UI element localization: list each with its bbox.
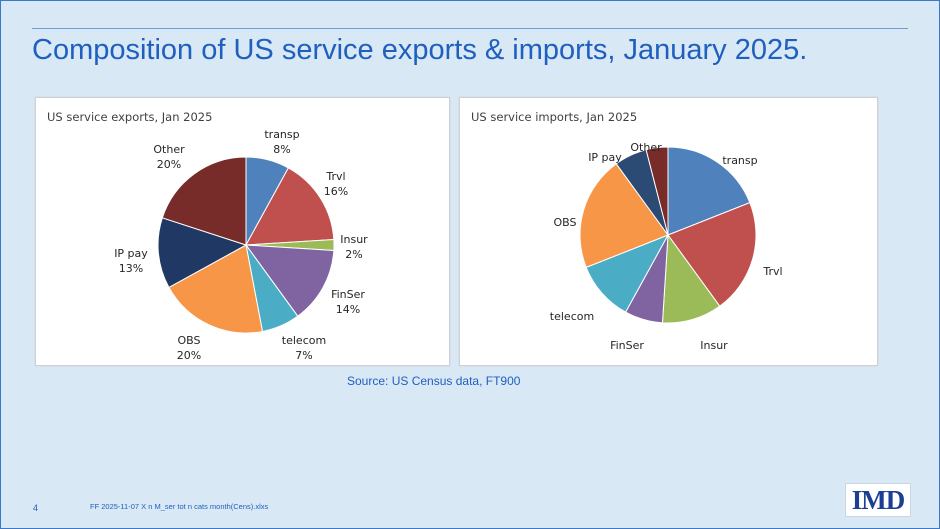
exports-pie-chart: US service exports, Jan 2025 transp 8% Trv… [47,110,368,362]
slice-label-insur: Insur [700,339,728,352]
pie-slice-other [161,156,247,246]
imports-chart-title: US service imports, Jan 2025 [471,110,637,124]
pie-slice-obs [579,163,669,269]
slice-label-finser: FinSer [610,339,644,352]
pie-slice-obs [168,244,264,334]
pie-slice-other [645,146,669,236]
slice-label-ip-pay: IP pay [588,151,622,164]
file-footnote: FF 2025-11-07 X n M_ser tot n cats month… [90,502,269,511]
page-number: 4 [33,503,39,513]
slice-label-obs: OBS 20% [177,334,201,362]
pie-slice-trvl [245,167,335,246]
slice-label-trvl: Trvl [762,265,782,278]
pie-slice-ip-pay [157,217,248,289]
imports-chart-panel: US service imports, Jan 2025 transp Trvl I… [459,97,878,366]
pie-slice-finser [244,244,335,317]
exports-chart-panel: US service exports, Jan 2025 transp 8% Trv… [35,97,450,366]
slice-label-telecom: telecom 7% [282,334,326,362]
slice-label-trvl: Trvl 16% [324,170,348,198]
slice-label-insur: Insur 2% [340,233,368,261]
top-rule [32,28,908,29]
slice-label-ip-pay: IP pay 13% [114,247,148,275]
logo-text: IMD [851,484,905,515]
slice-label-other: Other 20% [153,143,185,171]
slice-label-transp: transp [722,154,757,167]
slice-label-finser: FinSer 14% [331,288,365,316]
imports-pie-chart: US service imports, Jan 2025 transp Trvl I… [471,110,783,352]
slice-label-obs: OBS [554,216,577,229]
pie-slice-trvl [667,201,757,307]
slide-title: Composition of US service exports & impo… [32,34,808,66]
slice-label-telecom: telecom [550,310,594,323]
imd-logo: IMD [845,483,911,517]
source-note: Source: US Census data, FT900 [347,374,521,388]
exports-chart-title: US service exports, Jan 2025 [47,110,212,124]
pie-slice-transp [667,146,751,236]
slice-label-other: Other [630,141,662,154]
slice-label-transp: transp 8% [264,128,299,156]
